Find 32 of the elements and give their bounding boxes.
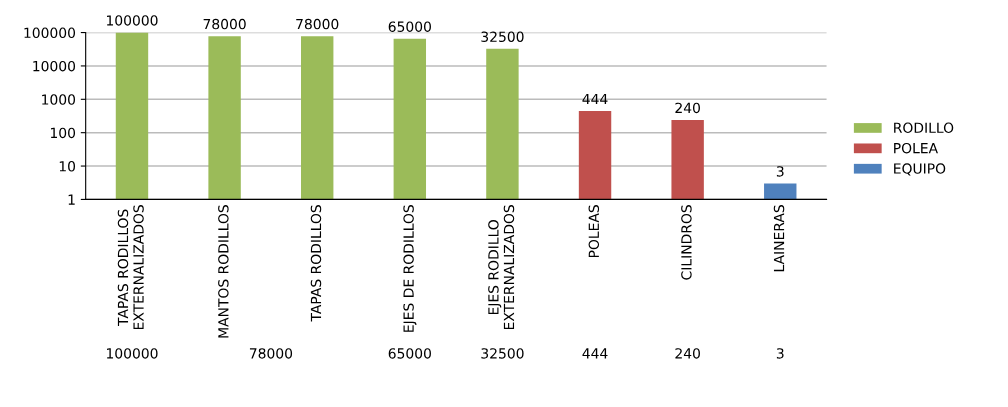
data-label: 240 — [675, 348, 700, 359]
x-tick-label: TAPAS RODILLOS EXTERNALIZADOS — [117, 205, 144, 330]
data-label: 444 — [582, 348, 608, 359]
annotation: 240 — [675, 102, 700, 114]
y-tick-label: 10 — [59, 161, 76, 172]
x-tick-label: POLEAS — [588, 205, 600, 258]
data-label: 65000 — [388, 21, 431, 32]
data-label: 78000 — [296, 18, 339, 30]
y-tick-label: 10000 — [33, 60, 76, 72]
x-tick-label: EJES DE RODILLOS — [403, 205, 417, 332]
text: 32500 — [481, 348, 524, 359]
text: 3 — [776, 348, 784, 359]
x-tick-label: LAINERAS — [773, 205, 785, 272]
data-label: 100000 — [107, 15, 158, 26]
x-tick-label: TAPAS RODILLOS — [310, 205, 322, 322]
legend-label: POLEA — [894, 142, 938, 154]
y-tick-label: 1 — [68, 194, 75, 205]
y-tick-label: 100000 — [24, 27, 76, 39]
y-tick-label: 100 — [50, 127, 76, 139]
data-label: 32500 — [481, 31, 524, 42]
legend-label: RODILLO — [894, 122, 954, 134]
x-tick-label: EJES RODILLO EXTERNALIZADOS — [488, 205, 515, 330]
x-tick-label: MANTOS RODILLOS — [218, 205, 229, 338]
data-label: 78000 — [203, 18, 246, 30]
x-tick-label: CILINDROS — [681, 205, 692, 280]
text: 65000 — [388, 348, 431, 359]
data-label: 3 — [776, 166, 784, 177]
y-tick-label: 1000 — [42, 94, 76, 105]
text: 78000 — [249, 348, 293, 359]
legend-label: EQUIPO — [894, 163, 946, 176]
annotation: 444 — [582, 93, 608, 105]
text: 100000 — [107, 348, 158, 359]
